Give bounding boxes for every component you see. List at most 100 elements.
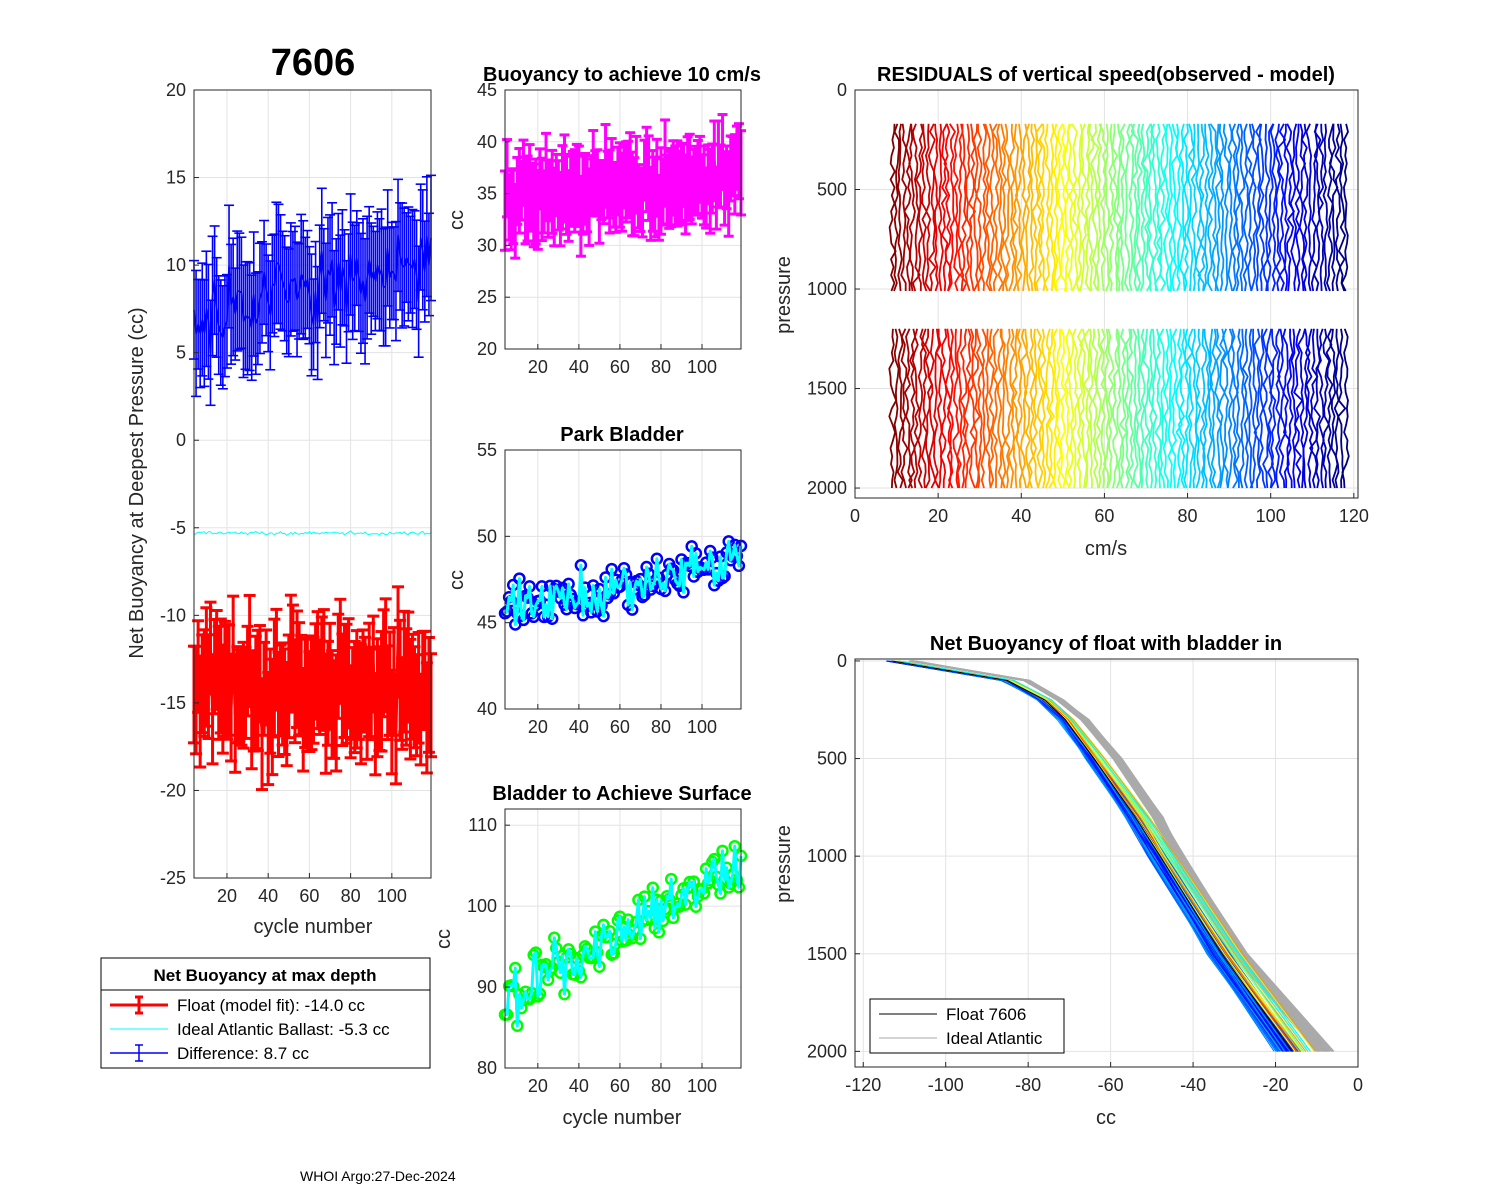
residual-profile-line (956, 328, 963, 489)
residual-profile-line (1103, 328, 1110, 489)
residual-profile-line (1326, 123, 1335, 292)
residual-profile-line (1067, 123, 1075, 292)
residual-profile-line (1047, 328, 1055, 489)
residual-profile-line (1341, 328, 1350, 489)
residual-profile-line (911, 123, 921, 292)
p6-xlabel: cc (1096, 1107, 1116, 1129)
x-tick-label: 40 (569, 1076, 589, 1096)
residual-profile-line (1231, 123, 1238, 292)
residual-profile-line (1167, 123, 1174, 292)
y-tick-label: 500 (817, 749, 847, 769)
residual-profile-line (1078, 328, 1088, 489)
residual-profile-line (1126, 328, 1134, 489)
ticks: 20 40 60 80 100 -25 -20 -15 -10 -5 0 5 10 15 20 (160, 80, 407, 906)
residual-profile-line (1222, 123, 1231, 292)
y-tick-label: 500 (817, 180, 847, 200)
residual-profile-line (1067, 328, 1075, 489)
residual-profile-line (947, 123, 956, 292)
residual-profile-line (984, 123, 992, 292)
residual-profile-line (991, 328, 1000, 489)
residual-profile-line (1322, 328, 1331, 489)
residual-profile-line (1226, 328, 1234, 489)
park-bladder-plot: 20 40 60 80 100 40 45 50 55 (477, 440, 748, 737)
p5-ylabel: pressure (773, 256, 795, 334)
x-tick-label: 0 (850, 506, 860, 526)
residual-profile-line (1218, 123, 1225, 292)
x-tick-label: 80 (651, 1076, 671, 1096)
ticks: 20 40 60 80 100 20 25 30 35 40 45 (477, 80, 717, 377)
x-tick-label: 100 (687, 1076, 717, 1096)
residual-profile-line (1091, 328, 1100, 489)
residual-profile-line (1079, 123, 1088, 292)
residual-profile-line (975, 123, 983, 292)
residual-profile-line (1294, 123, 1302, 292)
y-tick-label: -15 (160, 693, 186, 713)
residual-profile-line (1059, 328, 1067, 489)
plot-content (500, 113, 746, 260)
residual-profile-line (1036, 328, 1045, 489)
residual-profile-line (1111, 123, 1120, 292)
x-tick-label: 100 (687, 357, 717, 377)
x-tick-label: 20 (528, 357, 548, 377)
ticks: 20 40 60 80 100 40 45 50 55 (477, 440, 717, 737)
y-tick-label: 110 (468, 815, 497, 835)
residual-profile-line (1119, 328, 1128, 489)
residual-profile-line (953, 123, 961, 292)
residual-profile-line (1186, 123, 1195, 292)
residual-profile-line (1298, 123, 1306, 292)
residual-profile-line (1112, 328, 1120, 489)
residual-profile-line (1247, 328, 1254, 489)
legend-float-label: Float (model fit): -14.0 cc (177, 996, 366, 1015)
float-profile-line (886, 660, 1284, 1052)
residual-profile-line (1003, 123, 1011, 292)
residuals-title: RESIDUALS of vertical speed(observed - m… (877, 64, 1335, 86)
residual-profile-line (1008, 123, 1016, 292)
residual-profile-line (1000, 123, 1008, 292)
float-profile-line (896, 660, 1303, 1052)
residual-profile-line (1028, 123, 1036, 292)
residual-profile-line (1266, 123, 1274, 292)
x-tick-label: -100 (928, 1075, 964, 1095)
footer-date: WHOI Argo:27-Dec-2024 (300, 1168, 456, 1184)
residual-profile-line (1241, 328, 1250, 489)
residual-profile-line (1076, 328, 1084, 489)
p3-ylabel: cc (446, 570, 468, 590)
residual-profile-line (1141, 123, 1152, 292)
bladder-surface (498, 839, 748, 1032)
residual-profile-line (1227, 123, 1234, 292)
residual-profile-line (959, 328, 968, 489)
p4-xlabel: cycle number (563, 1107, 682, 1129)
residual-profile-line (1087, 328, 1094, 489)
residual-profile-line (888, 328, 898, 489)
residual-profile-line (1255, 123, 1262, 292)
y-tick-label: 40 (477, 132, 497, 152)
legend-float-profile-label: Float 7606 (946, 1005, 1026, 1024)
residual-profile-line (1039, 328, 1047, 489)
residual-profile-line (917, 328, 926, 489)
residual-profile-line (1162, 328, 1170, 489)
residual-profile-line (1167, 328, 1173, 489)
plot-content (498, 839, 748, 1032)
residual-profile-line (1249, 328, 1258, 489)
residual-profile-line (1275, 328, 1281, 489)
residual-profile-line (968, 123, 976, 292)
residual-profile-line (1325, 328, 1334, 489)
y-tick-label: 30 (477, 235, 497, 255)
residual-profile-line (911, 328, 920, 489)
ticks: 0 20 40 60 80 100 120 0 500 1000 1500 2000 (807, 80, 1369, 526)
residual-profile-line (1055, 328, 1063, 489)
residual-profile-line (1175, 328, 1183, 489)
residual-profile-line (975, 328, 985, 489)
residual-profile-line (1012, 123, 1020, 292)
residual-profile-line (1191, 328, 1198, 489)
y-tick-label: 40 (477, 699, 497, 719)
residual-profile-line (1119, 123, 1126, 292)
ticks: 20 40 60 80 100 80 90 100 110 (467, 815, 717, 1096)
residual-profile-line (996, 123, 1004, 292)
residual-profile-line (964, 123, 972, 292)
y-tick-label: 1000 (807, 279, 847, 299)
residual-profile-line (1238, 123, 1246, 292)
residual-profile-line (1158, 123, 1167, 292)
residual-profile-line (957, 123, 965, 292)
residual-profile-line (980, 123, 988, 292)
